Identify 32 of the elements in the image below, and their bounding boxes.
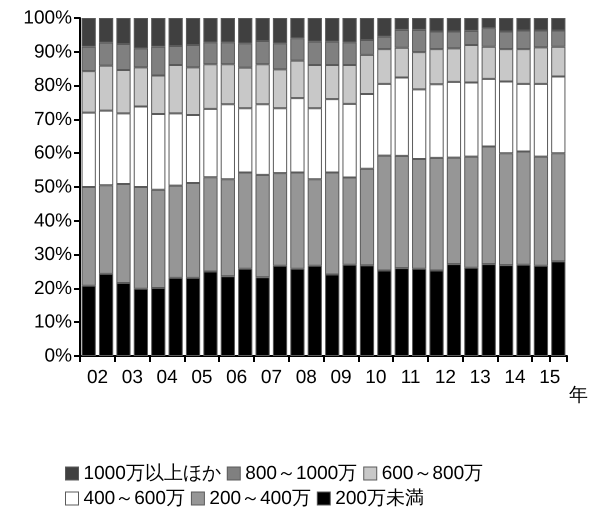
legend-label: 200～400万 [209,488,311,509]
x-tick-label: 02 [86,367,108,388]
x-tick-label: 05 [191,367,212,388]
y-tick-label: 20% [34,278,72,299]
y-tick-label: 100% [23,8,72,28]
x-tick-label: 04 [156,367,178,388]
legend-label: 800～1000万 [245,463,358,484]
y-tick-label: 80% [34,75,72,96]
y-tick-label: 30% [34,244,72,266]
y-tick-label: 0% [44,346,72,366]
x-tick-label: 06 [226,367,248,388]
y-tick-label: 70% [34,108,72,130]
legend-label: 200万未満 [335,488,424,509]
x-tick-label: 07 [260,367,282,388]
x-tick-label: 03 [122,367,143,388]
y-tick-label: 50% [34,176,72,198]
x-tick-label: 10 [365,367,386,388]
x-tick-label: 12 [434,367,456,388]
x-tick-label: 08 [296,367,317,388]
x-tick-label: 13 [470,367,491,388]
legend-label: 1000万以上ほか [84,463,221,484]
y-tick-label: 40% [34,210,72,232]
x-tick-label: 11 [400,367,420,388]
y-tick-label: 60% [34,142,72,164]
legend-label: 600～800万 [382,463,484,484]
x-tick-label: 15 [539,367,560,388]
x-tick-label: 09 [330,367,352,388]
legend-label: 400～600万 [84,488,185,509]
x-tick-label: 14 [504,367,526,388]
y-tick-label: 10% [34,312,72,333]
y-tick-label: 90% [34,41,72,62]
x-axis-title: 年 [569,385,588,406]
